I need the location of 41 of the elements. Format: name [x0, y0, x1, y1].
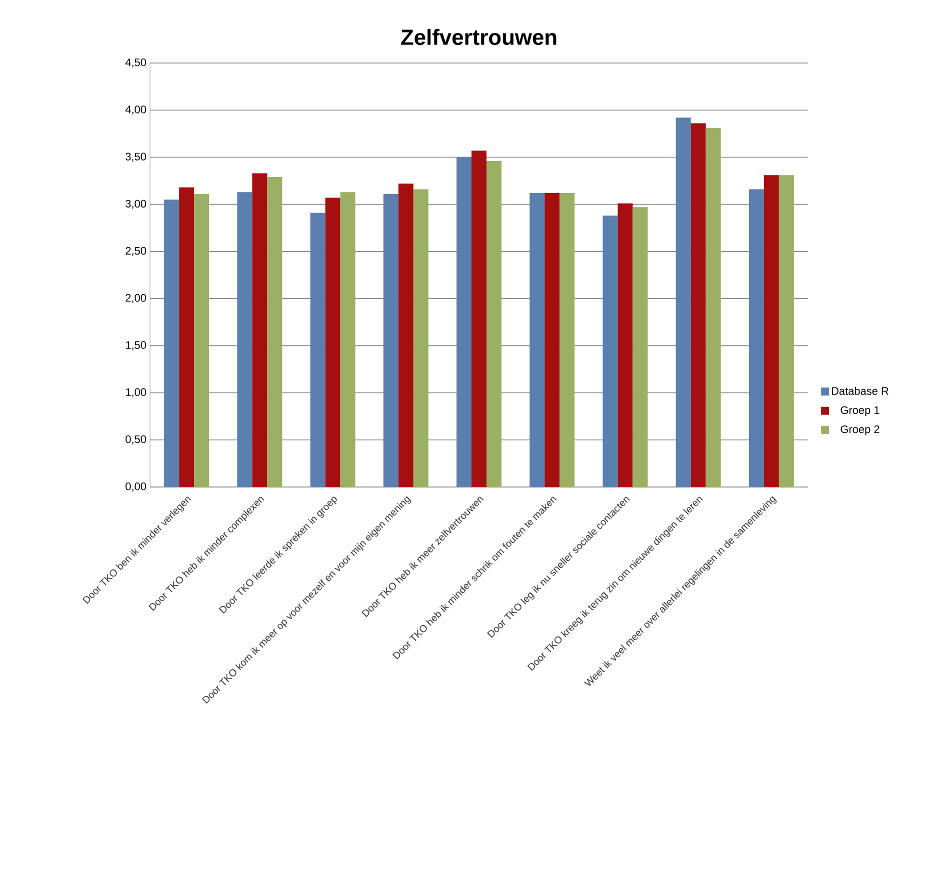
bar [618, 203, 633, 488]
bar [325, 198, 340, 488]
bar [398, 184, 414, 488]
bar [179, 187, 194, 488]
bar [194, 194, 210, 488]
y-tick-label: 2,00 [126, 294, 146, 304]
y-tick-label: 2,50 [126, 246, 146, 256]
bar [602, 216, 618, 488]
bar [778, 175, 794, 488]
y-tick-label: 1,50 [126, 341, 146, 350]
bar [530, 193, 545, 488]
bar [676, 118, 691, 488]
bar [383, 194, 398, 488]
bar [310, 212, 326, 488]
legend-label: Groep 1 [840, 406, 880, 416]
bar [632, 207, 648, 488]
bar [456, 157, 472, 488]
bar [237, 192, 252, 488]
bar [486, 160, 502, 488]
bar [706, 128, 721, 488]
bar [164, 200, 180, 488]
bar [560, 193, 575, 488]
bar [544, 193, 560, 488]
bar [764, 175, 779, 488]
legend-label: Groep 2 [840, 425, 880, 436]
y-tick-label: 4,00 [125, 106, 146, 115]
bar [340, 192, 356, 488]
y-tick-label: 3,00 [126, 200, 146, 209]
bar [252, 173, 268, 488]
legend-label: Database R [832, 386, 888, 395]
chart-title: Zelfvertrouwen [401, 28, 556, 46]
y-tick-label: 3,50 [126, 152, 146, 162]
bar [413, 189, 428, 488]
bar [472, 150, 487, 488]
bar [748, 189, 764, 488]
y-tick-label: 1,00 [126, 388, 146, 398]
bar [690, 123, 706, 488]
bar [267, 177, 282, 488]
y-tick-label: 4,50 [125, 58, 146, 68]
y-tick-label: 0,00 [126, 482, 146, 492]
y-tick-label: 0,50 [126, 435, 146, 444]
